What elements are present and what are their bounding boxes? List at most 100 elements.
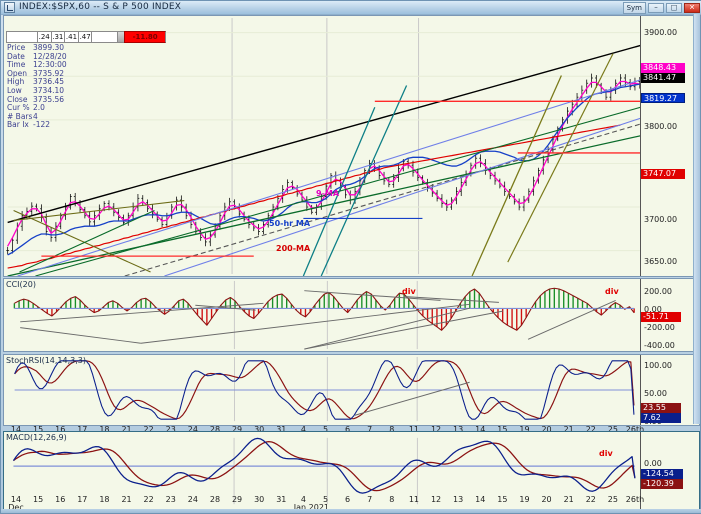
vertical-scrollbar[interactable]	[693, 14, 700, 424]
quote-cell-2[interactable]: .41	[64, 31, 78, 43]
cci-ytick: 0.00	[644, 305, 662, 314]
readout-value: 3735.92	[33, 68, 65, 78]
price-y-axis: 3900.00 3850.00 3800.00 3750.00 3700.00 …	[640, 16, 699, 276]
readout-key: Close	[7, 94, 28, 104]
cci-pane-label: CCI(20)	[6, 280, 36, 289]
date-tick: 15	[497, 495, 508, 504]
window-bottom-edge	[1, 509, 701, 513]
readout-value: 3899.30	[33, 43, 65, 52]
chart-window-icon	[4, 2, 15, 13]
price-ytick: 3800.00	[644, 122, 678, 131]
stochrsi-y-axis: 100.00 50.00 0.00 23.55 7.62	[640, 355, 699, 426]
stochrsi-ytick: 50.00	[644, 389, 667, 398]
window-title: INDEX:$SPX,60 -- S & P 500 INDEX	[19, 2, 182, 12]
readout-key: Date	[7, 51, 25, 61]
date-tick: 22	[585, 425, 596, 434]
quote-cell-1[interactable]: .31	[50, 31, 65, 43]
date-tick: 21	[121, 495, 132, 504]
price-chart-plot[interactable]	[4, 16, 699, 276]
maximize-button[interactable]: □	[666, 3, 682, 13]
minimize-button[interactable]: –	[648, 3, 664, 13]
date-tick: 15	[33, 425, 44, 434]
date-tick: 30	[254, 425, 265, 434]
date-tick: 22	[143, 495, 154, 504]
date-tick: 12	[430, 495, 442, 504]
symbol-button[interactable]: Sym	[622, 2, 646, 14]
readout-row: High 3736.45	[7, 78, 127, 87]
date-tick: 14	[10, 425, 22, 434]
stochrsi-indicator-pane[interactable]: StochRSI(14,14,3,3) 100.00 50.00 0.00 23…	[3, 354, 700, 442]
macd-y-axis: 0.00 -124.54 -120.39	[640, 432, 699, 512]
date-tick: 24	[187, 495, 198, 504]
date-tick: 4	[300, 425, 306, 434]
cci-div-label-2: div	[605, 287, 619, 296]
annotation-50hrma: 50-hr MA	[269, 219, 311, 228]
stochrsi-plot[interactable]	[4, 355, 699, 425]
date-tick: 5	[322, 495, 329, 504]
date-tick: 13	[453, 425, 464, 434]
date-tick: 15	[33, 495, 44, 504]
date-tick: 23	[165, 495, 176, 504]
readout-value: 2.0	[33, 103, 45, 113]
close-icon: ✕	[689, 3, 695, 12]
readout-key: Time	[7, 60, 26, 70]
date-tick: 25	[607, 495, 618, 504]
readout-value: 12/28/20	[33, 51, 67, 61]
quote-slider-handle[interactable]	[116, 31, 125, 43]
date-tick: 14	[475, 495, 486, 504]
annotation-9ma: 9-MA	[316, 189, 340, 198]
readout-value: 3736.45	[33, 77, 65, 87]
price-ytick: 3650.00	[644, 257, 678, 266]
date-tick: 6	[345, 425, 351, 434]
date-tick: 13	[453, 495, 464, 504]
date-tick: 8	[389, 495, 395, 504]
date-tick: 28	[209, 425, 221, 434]
macd-ytick: 0.00	[644, 459, 662, 468]
date-tick: 14	[475, 425, 486, 434]
quote-cell-3[interactable]: .47	[77, 31, 92, 43]
cci-plot[interactable]	[4, 279, 699, 351]
date-tick: 22	[585, 495, 596, 504]
date-tick: 18	[99, 425, 110, 434]
quote-change-badge: -11.80	[124, 31, 166, 43]
cci-value-badge: -51.71	[641, 312, 681, 322]
quote-cell-blank[interactable]	[6, 31, 37, 43]
macd-plot[interactable]	[4, 432, 699, 512]
date-tick: 28	[209, 495, 221, 504]
stochrsi-ytick: 100.00	[644, 361, 672, 370]
close-button[interactable]: ✕	[684, 3, 700, 13]
price-ytick: 3900.00	[644, 28, 678, 37]
date-tick: 18	[99, 495, 110, 504]
price-badge-ma50: 3819.27	[641, 93, 685, 103]
quote-cell-wide[interactable]	[91, 31, 117, 43]
macd-indicator-pane[interactable]: MACD(12,26,9) div 0.00 -124.54 -120.39 1…	[3, 431, 700, 513]
readout-row: # Bars 4	[7, 111, 127, 122]
date-tick: 23	[165, 425, 176, 434]
date-tick: 21	[121, 425, 132, 434]
minimize-icon: –	[654, 3, 658, 12]
quote-cell-0[interactable]: .24	[36, 31, 51, 43]
quote-toolbar[interactable]: .24 .31 .41 .47 -11.80	[6, 31, 166, 43]
date-tick: 16	[55, 425, 66, 434]
date-tick: 11	[408, 425, 420, 434]
readout-value: 3734.10	[33, 85, 65, 95]
readout-row: Low 3734.10	[7, 85, 127, 96]
date-tick: 31	[276, 425, 287, 434]
price-badge-9ma: 3848.43	[641, 63, 685, 73]
readout-key: Price	[7, 43, 26, 52]
date-tick: 7	[367, 425, 373, 434]
readout-value: 4	[33, 111, 38, 121]
date-tick: 8	[389, 425, 395, 434]
window-controls: Sym – □ ✕	[622, 2, 700, 14]
readout-row: Open 3735.92	[7, 68, 127, 79]
date-tick: 29	[231, 425, 243, 434]
price-chart-pane[interactable]: 9-MA 50-hr MA 200-MA Price 3899.30 Date 12…	[3, 15, 700, 277]
date-tick: 6	[345, 495, 351, 504]
date-tick: 5	[322, 425, 329, 434]
stochrsi-k-badge: 7.62	[641, 413, 681, 423]
date-tick: 11	[408, 495, 420, 504]
price-badge-ma200: 3747.07	[641, 169, 685, 179]
macd-value-badge: -124.54	[641, 469, 683, 479]
cci-indicator-pane[interactable]: CCI(20) div div 200.00 0.00 -200.00 -400…	[3, 278, 700, 352]
